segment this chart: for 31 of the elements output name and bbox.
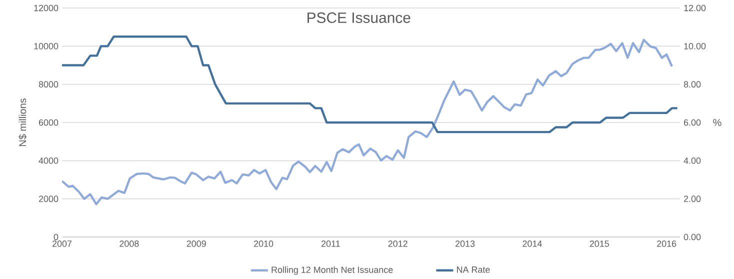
x-tick-label: 2016 <box>657 240 676 247</box>
x-tick-label: 2015 <box>590 240 609 247</box>
x-tick-label: 2010 <box>254 240 274 247</box>
line-series <box>62 38 674 206</box>
y2-tick-label: 0.00 <box>684 234 701 240</box>
y2-tick-label: 4.00 <box>684 157 701 164</box>
y2-tick-label: 6.00 <box>684 119 701 126</box>
y-tick-label: 12000 <box>34 4 58 12</box>
y2-tick-label: 12.00 <box>684 4 706 12</box>
y2-axis-title: % <box>713 119 722 126</box>
x-tick-label: 2011 <box>322 240 340 247</box>
y2-tick-label: 2.00 <box>684 196 701 202</box>
y-tick-label: 8000 <box>38 81 58 88</box>
y2-tick-label: 8.00 <box>684 81 701 88</box>
y-tick-label: 10000 <box>34 42 58 50</box>
x-tick-label: 2012 <box>388 240 408 247</box>
y-tick-label: 4000 <box>38 157 58 164</box>
legend-label: NA Rate <box>457 266 490 273</box>
line-series <box>62 36 678 134</box>
x-tick-label: 2013 <box>456 240 475 247</box>
x-tick-label: 2008 <box>120 240 139 247</box>
y-axis-title: N$ millions <box>18 98 27 146</box>
y2-tick-label: 10.00 <box>684 42 706 50</box>
y-tick-label: 2000 <box>38 196 58 202</box>
x-tick-label: 2009 <box>186 240 206 247</box>
x-tick-label: 2014 <box>522 240 542 247</box>
legend-label: Rolling 12 Month Net Issuance <box>272 266 393 275</box>
y-tick-label: 6000 <box>38 119 58 126</box>
chart-title: PSCE Issuance <box>308 12 410 23</box>
y-tick-label: 0 <box>54 234 58 240</box>
x-tick-label: 2007 <box>52 240 72 247</box>
